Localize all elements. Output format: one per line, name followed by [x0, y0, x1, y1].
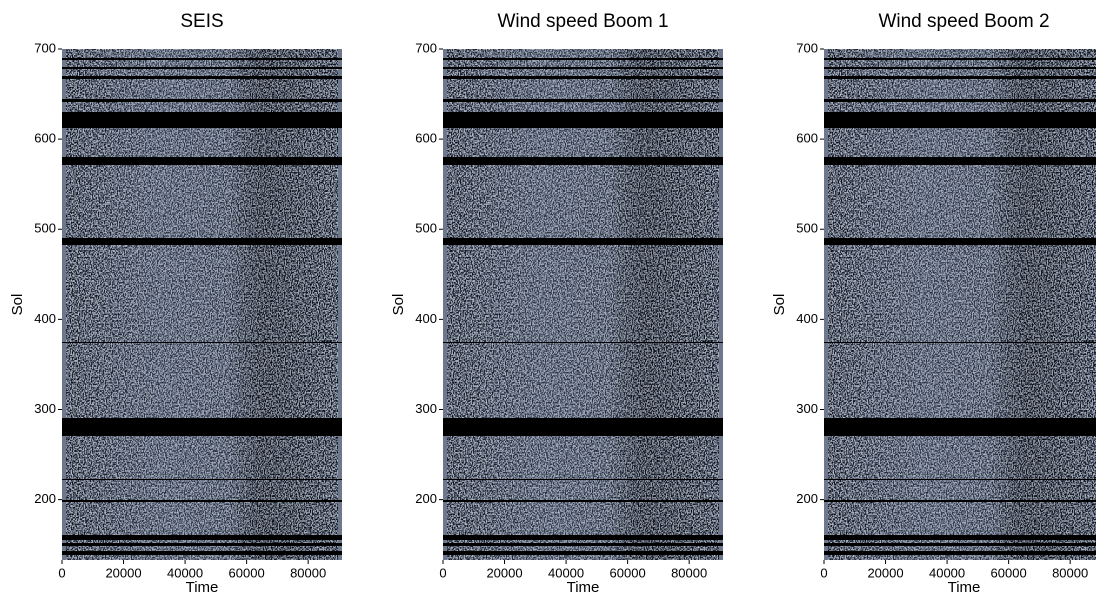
panel-title: Wind speed Boom 1 — [497, 11, 668, 32]
y-axis-label: Sol — [771, 294, 788, 316]
y-tick-label: 300 — [415, 401, 437, 416]
x-tick-label: 0 — [58, 565, 65, 580]
y-tick-label: 400 — [415, 311, 437, 326]
x-axis-label: Time — [567, 579, 600, 594]
panel-title: SEIS — [180, 11, 223, 32]
x-axis-label: Time — [948, 579, 981, 594]
x-tick-label: 0 — [820, 565, 827, 580]
y-tick-label: 200 — [34, 491, 56, 506]
x-tick-label: 80000 — [1052, 565, 1088, 580]
x-tick-label: 60000 — [229, 565, 265, 580]
heatmap-image — [443, 49, 723, 560]
x-tick-label: 40000 — [167, 565, 203, 580]
x-tick-label: 80000 — [290, 565, 326, 580]
y-tick-label: 400 — [34, 311, 56, 326]
x-tick-label: 60000 — [610, 565, 646, 580]
x-tick-label: 20000 — [105, 565, 141, 580]
y-tick-label: 700 — [34, 40, 56, 55]
y-tick-label: 600 — [415, 131, 437, 146]
y-tick-label: 700 — [796, 40, 818, 55]
x-tick-label: 0 — [439, 565, 446, 580]
y-tick-label: 600 — [34, 131, 56, 146]
heatmap-image — [824, 49, 1096, 560]
x-tick-label: 80000 — [671, 565, 707, 580]
panel-title: Wind speed Boom 2 — [878, 11, 1049, 32]
x-tick-label: 60000 — [991, 565, 1027, 580]
y-tick-label: 500 — [34, 221, 56, 236]
x-tick-label: 20000 — [486, 565, 522, 580]
heatmap-image — [62, 49, 342, 560]
y-tick-label: 300 — [796, 401, 818, 416]
y-axis-label: Sol — [9, 294, 26, 316]
x-tick-label: 20000 — [867, 565, 903, 580]
y-tick-label: 200 — [415, 491, 437, 506]
y-axis-label: Sol — [390, 294, 407, 316]
y-tick-label: 700 — [415, 40, 437, 55]
y-tick-label: 500 — [796, 221, 818, 236]
y-tick-label: 600 — [796, 131, 818, 146]
x-tick-label: 40000 — [929, 565, 965, 580]
y-tick-label: 300 — [34, 401, 56, 416]
x-tick-label: 40000 — [548, 565, 584, 580]
y-tick-label: 400 — [796, 311, 818, 326]
y-tick-label: 500 — [415, 221, 437, 236]
y-tick-label: 200 — [796, 491, 818, 506]
x-axis-label: Time — [186, 579, 219, 594]
